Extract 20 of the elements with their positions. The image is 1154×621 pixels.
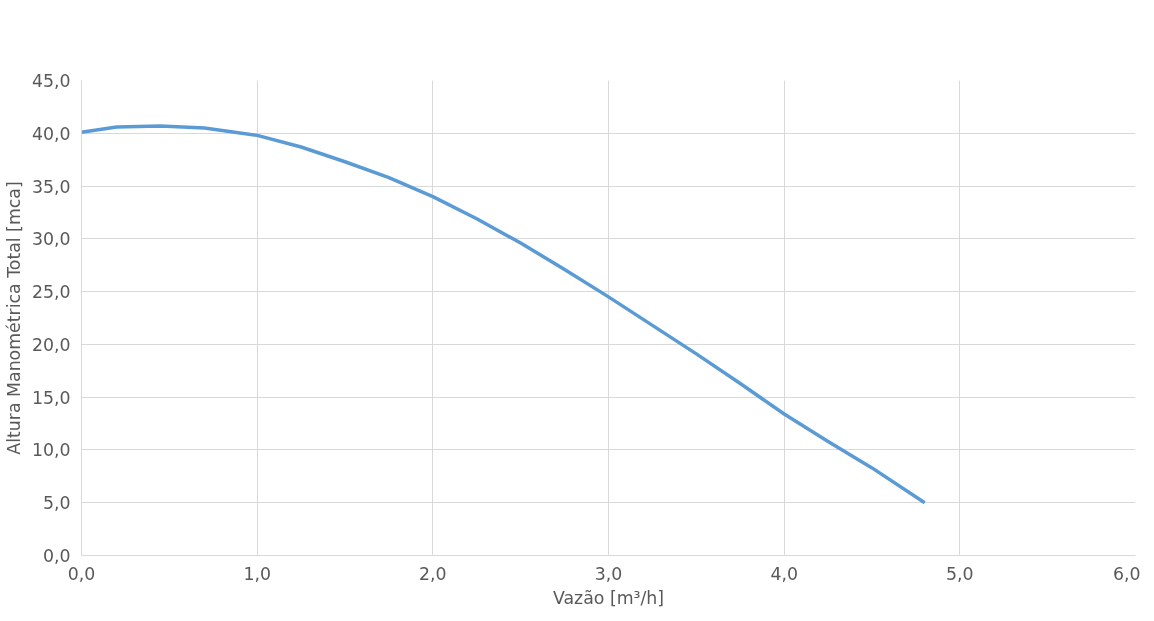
line-series	[81, 124, 927, 505]
x-tick-label: 3,0	[594, 563, 623, 584]
x-tick-label: 1,0	[243, 563, 271, 584]
y-tick-label: 25,0	[31, 282, 71, 303]
x-tick-label: 4,0	[770, 563, 798, 584]
x-tick-label: 2,0	[419, 563, 447, 584]
x-axis-title: Vazão [m³/h]	[552, 587, 665, 608]
y-tick-label: 40,0	[31, 123, 71, 144]
x-tick-label: 6,0	[1112, 563, 1141, 584]
x-tick-label: 5,0	[946, 563, 974, 584]
y-tick-label: 30,0	[31, 229, 71, 250]
y-tick-label: 20,0	[31, 334, 71, 355]
x-tick-label: 0,0	[67, 563, 96, 584]
y-tick-label: 10,0	[31, 440, 71, 461]
y-tick-label: 35,0	[31, 176, 71, 197]
y-tick-label: 15,0	[31, 387, 71, 408]
y-tick-label: 45,0	[31, 71, 71, 91]
y-tick-label: 0,0	[42, 546, 71, 566]
y-axis-title: Altura Manométrica Total [mca]	[3, 181, 24, 455]
y-tick-label: 5,0	[42, 493, 71, 514]
